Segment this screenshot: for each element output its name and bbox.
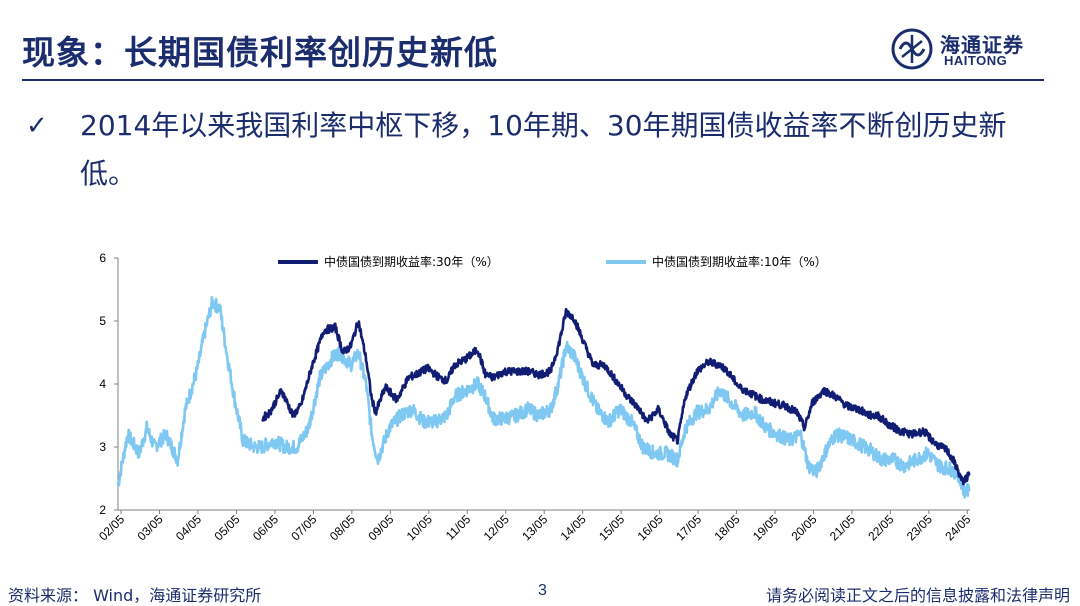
- y-tick-label: 3: [99, 440, 106, 454]
- y-tick-label: 4: [99, 377, 106, 391]
- title-divider: [22, 79, 1044, 81]
- y-tick-label: 5: [99, 314, 106, 328]
- x-tick-label: 17/05: [673, 512, 704, 543]
- bullet-text: 2014年以来我国利率中枢下移，10年期、30年期国债收益率不断创历史新低。: [80, 109, 1007, 190]
- x-tick-label: 21/05: [827, 512, 858, 543]
- logo-english-name: HAITONG: [944, 53, 1008, 68]
- x-tick-label: 03/05: [135, 512, 166, 543]
- page-number: 3: [538, 582, 547, 599]
- x-tick-label: 20/05: [788, 512, 819, 543]
- haitong-logo: 海通证券 HAITONG: [890, 27, 1050, 71]
- legend-10y-label: 中债国债到期收益率:10年（%）: [652, 254, 827, 269]
- x-tick-label: 11/05: [443, 512, 474, 543]
- x-tick-label: 23/05: [904, 512, 935, 543]
- x-tick-label: 09/05: [365, 512, 396, 543]
- footer-source: 资料来源： Wind，海通证券研究所: [8, 586, 262, 605]
- check-icon: ✓: [26, 111, 48, 141]
- x-tick-label: 16/05: [635, 512, 666, 543]
- x-tick-label: 13/05: [519, 512, 550, 543]
- y-tick-label: 6: [99, 251, 106, 265]
- x-tick-label: 14/05: [558, 512, 589, 543]
- x-tick-label: 08/05: [327, 512, 358, 543]
- haitong-emblem-icon: [891, 28, 933, 70]
- x-tick-label: 12/05: [481, 512, 512, 543]
- footer-disclaimer: 请务必阅读正文之后的信息披露和法律声明: [765, 586, 1070, 605]
- x-tick-label: 19/05: [750, 512, 781, 543]
- x-tick-label: 04/05: [173, 512, 204, 543]
- legend-30y-label: 中债国债到期收益率:30年（%）: [324, 254, 499, 269]
- x-tick-label: 24/05: [942, 512, 973, 543]
- bullet-point: ✓ 2014年以来我国利率中枢下移，10年期、30年期国债收益率不断创历史新低。: [26, 102, 1036, 198]
- x-tick-label: 15/05: [596, 512, 627, 543]
- x-tick-label: 10/05: [404, 512, 435, 543]
- y-tick-label: 2: [99, 503, 106, 517]
- slide-title: 现象：长期国债利率创历史新低: [22, 33, 498, 72]
- x-tick-label: 07/05: [288, 512, 319, 543]
- x-tick-label: 06/05: [250, 512, 281, 543]
- series-30y-line: [261, 307, 971, 486]
- series-10y-line: [116, 296, 971, 499]
- x-tick-label: 22/05: [865, 512, 896, 543]
- x-tick-label: 05/05: [211, 512, 242, 543]
- logo-chinese-name: 海通证券: [940, 33, 1024, 57]
- x-tick-label: 18/05: [712, 512, 743, 543]
